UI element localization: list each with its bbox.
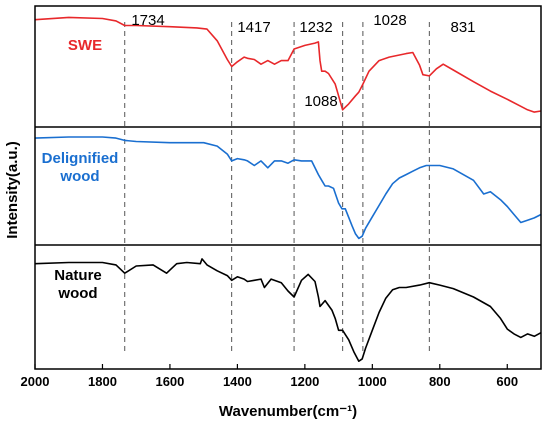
series-label-2: Nature	[54, 267, 102, 284]
series-label-0: SWE	[68, 37, 102, 54]
x-tick-label: 800	[429, 374, 451, 389]
x-tick-label: 1200	[290, 374, 319, 389]
x-tick-label: 1400	[223, 374, 252, 389]
series-label-1: Delignified	[42, 150, 119, 167]
peak-labels: 1734 1417 1232 1088 1028 831	[131, 12, 475, 110]
x-axis-ticks: 2000 1800 1600 1400 1200 1000 800 600	[21, 364, 518, 389]
x-tick-label: 2000	[21, 374, 50, 389]
series-label-2: wood	[57, 285, 97, 302]
x-axis-title: Wavenumber(cm⁻¹)	[219, 403, 357, 420]
peak-label-1232: 1232	[299, 19, 332, 36]
x-tick-label: 1600	[155, 374, 184, 389]
series-label-1: wood	[59, 168, 99, 185]
peak-label-831: 831	[450, 19, 475, 36]
peak-label-1088: 1088	[304, 93, 337, 110]
series-line-2	[34, 258, 542, 362]
x-tick-label: 1800	[88, 374, 117, 389]
x-tick-label: 600	[496, 374, 518, 389]
series-line-1	[34, 136, 542, 240]
spectra-traces	[34, 16, 542, 362]
peak-label-1028: 1028	[373, 12, 406, 29]
y-axis-title: Intensity(a.u.)	[4, 141, 21, 239]
plot-frame	[34, 5, 542, 370]
peak-label-1734: 1734	[131, 12, 164, 29]
reference-lines	[124, 22, 430, 354]
series-line-0	[34, 16, 542, 113]
x-tick-label: 1000	[358, 374, 387, 389]
peak-label-1417: 1417	[237, 19, 270, 36]
